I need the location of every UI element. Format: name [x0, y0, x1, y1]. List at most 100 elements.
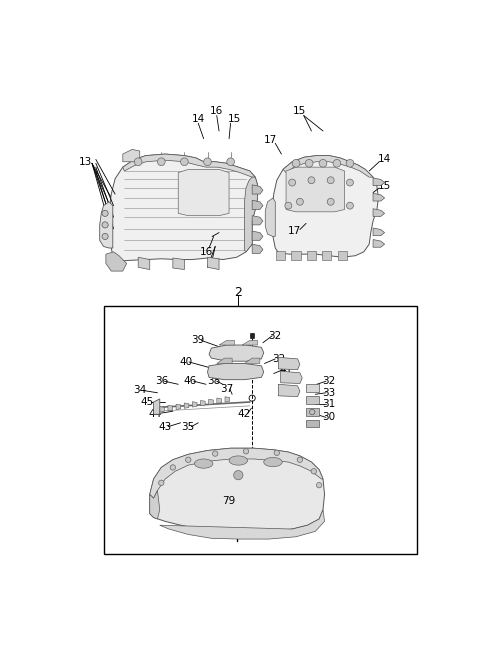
- Text: 2: 2: [234, 286, 242, 299]
- Polygon shape: [242, 341, 258, 345]
- Circle shape: [204, 158, 211, 166]
- Polygon shape: [281, 371, 302, 384]
- Polygon shape: [154, 399, 160, 415]
- Text: 38: 38: [207, 376, 220, 386]
- Polygon shape: [252, 244, 263, 253]
- Text: 41: 41: [279, 365, 293, 375]
- Circle shape: [243, 449, 249, 454]
- Text: 30: 30: [323, 413, 336, 422]
- Polygon shape: [373, 209, 384, 216]
- Circle shape: [311, 468, 316, 474]
- Polygon shape: [150, 448, 323, 498]
- Polygon shape: [192, 402, 197, 407]
- Circle shape: [346, 159, 354, 167]
- Text: 16: 16: [199, 247, 213, 257]
- Text: 14: 14: [378, 155, 391, 164]
- Text: 44: 44: [148, 409, 162, 419]
- Polygon shape: [322, 251, 332, 259]
- Text: 39: 39: [192, 335, 205, 345]
- Polygon shape: [176, 404, 180, 409]
- Text: 15: 15: [228, 113, 241, 124]
- Polygon shape: [306, 384, 319, 392]
- Circle shape: [297, 457, 302, 462]
- Polygon shape: [291, 251, 300, 259]
- Circle shape: [186, 457, 191, 462]
- Polygon shape: [209, 400, 213, 405]
- Circle shape: [102, 210, 108, 216]
- Polygon shape: [306, 408, 319, 416]
- Ellipse shape: [229, 456, 248, 465]
- Text: 14: 14: [192, 113, 205, 124]
- Polygon shape: [252, 200, 263, 210]
- Polygon shape: [252, 215, 263, 225]
- Polygon shape: [286, 167, 345, 212]
- Polygon shape: [337, 251, 347, 259]
- Text: 42: 42: [238, 409, 251, 419]
- Ellipse shape: [264, 457, 282, 466]
- Text: 43: 43: [158, 422, 172, 432]
- Circle shape: [347, 202, 353, 209]
- Circle shape: [289, 179, 296, 186]
- Circle shape: [170, 465, 176, 470]
- Polygon shape: [150, 448, 324, 531]
- Text: 46: 46: [184, 376, 197, 386]
- Polygon shape: [150, 491, 160, 519]
- Text: 79: 79: [222, 496, 236, 506]
- Polygon shape: [219, 341, 234, 345]
- Polygon shape: [184, 403, 189, 408]
- Text: 33: 33: [323, 388, 336, 398]
- Text: 32: 32: [272, 354, 285, 364]
- Circle shape: [347, 179, 353, 186]
- Text: 17: 17: [264, 135, 277, 145]
- Polygon shape: [272, 156, 378, 257]
- Circle shape: [274, 450, 279, 455]
- Circle shape: [316, 483, 322, 488]
- Text: 35: 35: [181, 422, 195, 432]
- Polygon shape: [307, 251, 316, 259]
- Circle shape: [213, 451, 218, 457]
- Polygon shape: [123, 149, 140, 162]
- Polygon shape: [278, 384, 300, 397]
- Text: 31: 31: [323, 400, 336, 409]
- Polygon shape: [306, 420, 319, 428]
- Polygon shape: [283, 156, 373, 177]
- Polygon shape: [138, 257, 150, 270]
- Polygon shape: [373, 240, 384, 247]
- Polygon shape: [373, 228, 384, 236]
- Polygon shape: [244, 358, 260, 364]
- Circle shape: [285, 202, 292, 209]
- Circle shape: [158, 480, 164, 485]
- Polygon shape: [209, 345, 264, 361]
- Text: 15: 15: [378, 181, 391, 191]
- Polygon shape: [123, 154, 255, 177]
- Circle shape: [102, 233, 108, 240]
- Polygon shape: [276, 251, 285, 259]
- Polygon shape: [278, 358, 300, 369]
- Polygon shape: [373, 178, 384, 185]
- Text: 34: 34: [133, 385, 146, 396]
- Polygon shape: [252, 185, 263, 194]
- Polygon shape: [201, 400, 205, 406]
- Circle shape: [234, 470, 243, 479]
- Polygon shape: [160, 510, 324, 539]
- Polygon shape: [225, 397, 229, 402]
- Polygon shape: [252, 231, 263, 240]
- Circle shape: [227, 158, 234, 166]
- Text: 32: 32: [323, 376, 336, 386]
- Circle shape: [327, 177, 334, 183]
- Polygon shape: [250, 333, 254, 338]
- Circle shape: [134, 158, 142, 166]
- Polygon shape: [207, 364, 264, 380]
- Text: 15: 15: [293, 106, 307, 116]
- Polygon shape: [306, 396, 319, 403]
- Polygon shape: [173, 258, 184, 270]
- Polygon shape: [207, 257, 219, 270]
- Text: 32: 32: [269, 331, 282, 341]
- Circle shape: [297, 198, 303, 205]
- Polygon shape: [106, 252, 127, 271]
- Text: 40: 40: [180, 357, 192, 367]
- Polygon shape: [160, 407, 164, 412]
- Text: 17: 17: [288, 226, 301, 236]
- Circle shape: [102, 222, 108, 228]
- Circle shape: [327, 198, 334, 205]
